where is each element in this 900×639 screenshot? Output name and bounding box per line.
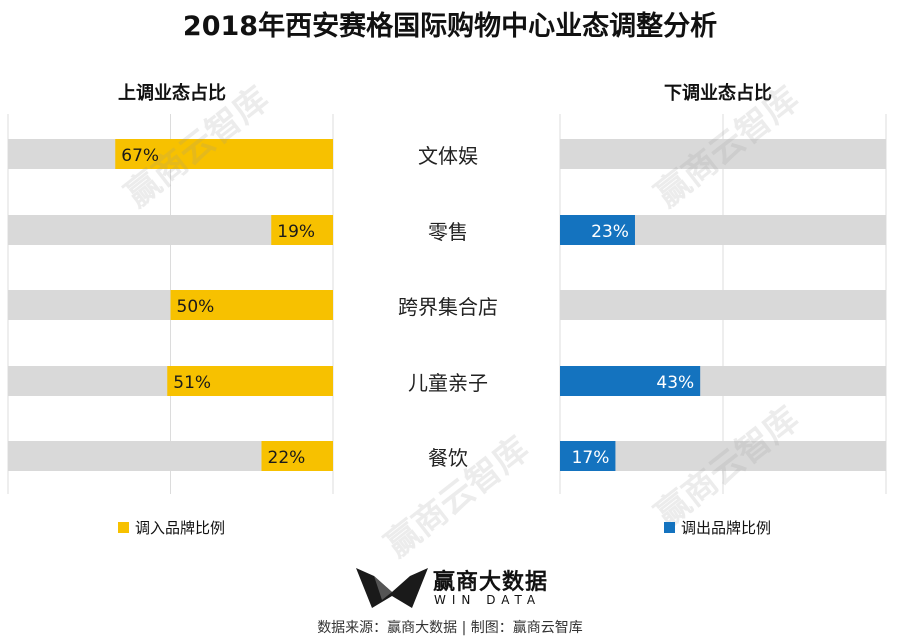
- outbound-bar: [560, 366, 701, 396]
- outbound-data-label: 17%: [572, 448, 610, 468]
- inbound-data-label: 67%: [121, 146, 159, 166]
- logo-name: 赢商大数据: [433, 570, 549, 595]
- win-data-logo-icon: [356, 568, 428, 608]
- source-note: 数据来源：赢商大数据 | 制图：赢商云智库: [317, 620, 583, 636]
- inbound-data-label: 50%: [177, 297, 215, 317]
- category-label: 零售: [428, 220, 468, 244]
- category-label: 文体娱: [418, 144, 478, 168]
- inbound-bar: [271, 215, 333, 245]
- inbound-bar: [261, 441, 333, 471]
- outbound-bar: [560, 441, 616, 471]
- inbound-data-label: 51%: [173, 373, 211, 393]
- inbound-data-label: 19%: [277, 222, 315, 242]
- inbound-bar: [115, 139, 333, 169]
- right-track-bar: [560, 139, 886, 169]
- outbound-data-label: 23%: [591, 222, 629, 242]
- inbound-data-label: 22%: [268, 448, 306, 468]
- category-label: 儿童亲子: [408, 371, 488, 395]
- logo-subtitle: WIN DATA: [434, 593, 542, 607]
- left-panel-title: 上调业态占比: [118, 83, 226, 104]
- inbound-bar: [170, 290, 333, 320]
- outbound-data-label: 43%: [656, 373, 694, 393]
- legend-label-outbound: 调出品牌比例: [681, 519, 772, 537]
- category-label: 跨界集合店: [398, 295, 498, 319]
- legend-label-inbound: 调入品牌比例: [135, 519, 226, 537]
- inbound-bar: [167, 366, 333, 396]
- category-label: 餐饮: [428, 446, 468, 470]
- right-track-bar: [560, 290, 886, 320]
- legend-item-outbound: 调出品牌比例: [664, 517, 771, 538]
- legend-item-inbound: 调入品牌比例: [118, 517, 225, 538]
- legend-swatch-inbound: [118, 522, 129, 533]
- chart-title: 2018年西安赛格国际购物中心业态调整分析: [182, 11, 718, 42]
- legend-swatch-outbound: [664, 522, 675, 533]
- right-panel-title: 下调业态占比: [664, 83, 772, 104]
- outbound-bar: [560, 215, 635, 245]
